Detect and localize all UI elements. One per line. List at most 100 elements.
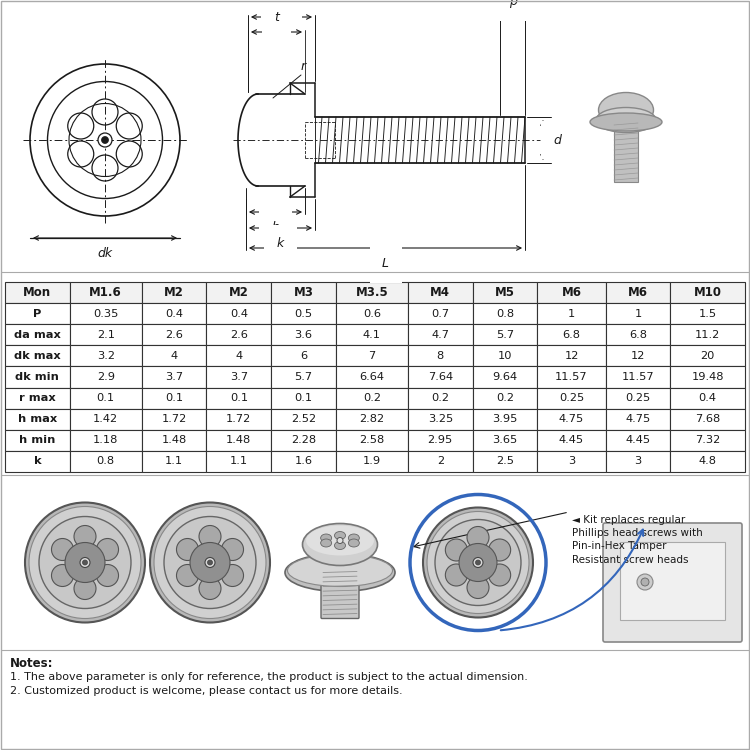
Text: 5.7: 5.7 <box>295 372 313 382</box>
Text: r: r <box>301 60 305 73</box>
Ellipse shape <box>596 107 656 133</box>
Circle shape <box>82 560 88 565</box>
Bar <box>5 345 70 367</box>
Ellipse shape <box>489 564 511 586</box>
FancyBboxPatch shape <box>321 566 359 619</box>
Bar <box>336 409 408 430</box>
Ellipse shape <box>467 526 489 548</box>
Bar <box>5 303 70 324</box>
Bar <box>142 345 206 367</box>
Bar <box>336 303 408 324</box>
Text: 4.7: 4.7 <box>431 330 449 340</box>
Bar <box>472 324 537 345</box>
Circle shape <box>427 512 529 614</box>
Text: da: da <box>274 0 290 8</box>
Bar <box>5 451 70 472</box>
Bar <box>537 303 606 324</box>
Text: r max: r max <box>19 393 55 403</box>
Text: 0.35: 0.35 <box>93 309 118 319</box>
Text: M6: M6 <box>628 286 648 299</box>
Text: 7.68: 7.68 <box>695 414 720 424</box>
Text: 0.2: 0.2 <box>496 393 514 403</box>
Bar <box>408 388 472 409</box>
Text: 1.1: 1.1 <box>165 457 183 466</box>
Text: Notes:: Notes: <box>10 657 53 670</box>
Bar <box>336 430 408 451</box>
Circle shape <box>150 503 270 622</box>
Text: 1.48: 1.48 <box>161 435 187 445</box>
Ellipse shape <box>348 539 359 547</box>
Bar <box>5 367 70 388</box>
Bar <box>5 324 70 345</box>
Bar <box>70 451 142 472</box>
Bar <box>606 451 670 472</box>
Text: 2.9: 2.9 <box>97 372 115 382</box>
Text: 4.75: 4.75 <box>626 414 651 424</box>
Bar <box>614 122 638 182</box>
Text: 10: 10 <box>498 351 512 361</box>
Ellipse shape <box>334 542 346 550</box>
Text: 19.48: 19.48 <box>692 372 724 382</box>
Bar <box>70 345 142 367</box>
Ellipse shape <box>74 578 96 599</box>
Bar <box>537 451 606 472</box>
Text: 7: 7 <box>368 351 376 361</box>
Bar <box>606 367 670 388</box>
Text: k: k <box>34 457 41 466</box>
Text: M10: M10 <box>694 286 722 299</box>
Bar <box>537 367 606 388</box>
Text: 3.7: 3.7 <box>165 372 183 382</box>
Bar <box>537 282 606 303</box>
Ellipse shape <box>52 565 74 586</box>
Text: 0.5: 0.5 <box>295 309 313 319</box>
Bar <box>70 430 142 451</box>
Ellipse shape <box>221 565 244 586</box>
Text: 7.64: 7.64 <box>427 372 453 382</box>
Bar <box>70 409 142 430</box>
Bar <box>336 388 408 409</box>
Text: 4.45: 4.45 <box>626 435 650 445</box>
Circle shape <box>101 136 109 143</box>
Text: 4: 4 <box>170 351 178 361</box>
Text: M2: M2 <box>229 286 249 299</box>
Text: 0.4: 0.4 <box>699 393 717 403</box>
Bar <box>670 345 745 367</box>
Bar <box>272 409 336 430</box>
Bar <box>670 451 745 472</box>
Text: 0.25: 0.25 <box>626 393 651 403</box>
Ellipse shape <box>590 113 662 131</box>
Text: 3.7: 3.7 <box>230 372 248 382</box>
Bar <box>5 409 70 430</box>
Circle shape <box>65 542 105 583</box>
Bar <box>0 475 750 650</box>
Bar <box>336 367 408 388</box>
Text: 4: 4 <box>236 351 242 361</box>
Text: M3.5: M3.5 <box>356 286 388 299</box>
Text: 0.8: 0.8 <box>97 457 115 466</box>
Text: h: h <box>272 221 280 234</box>
Text: h min: h min <box>20 435 56 445</box>
Circle shape <box>473 557 483 568</box>
Circle shape <box>476 560 481 565</box>
Ellipse shape <box>321 534 332 542</box>
Text: 2: 2 <box>436 457 444 466</box>
Text: d: d <box>553 134 561 146</box>
Text: M3: M3 <box>293 286 314 299</box>
Text: 1: 1 <box>634 309 642 319</box>
Bar <box>142 409 206 430</box>
Bar <box>670 367 745 388</box>
Text: 2.6: 2.6 <box>230 330 248 340</box>
Circle shape <box>459 544 497 581</box>
Text: 0.1: 0.1 <box>230 393 248 403</box>
Text: dk: dk <box>98 247 112 260</box>
Bar <box>537 388 606 409</box>
Circle shape <box>637 574 653 590</box>
Bar <box>537 409 606 430</box>
Text: Mon: Mon <box>23 286 52 299</box>
Ellipse shape <box>97 538 118 560</box>
Ellipse shape <box>302 524 377 566</box>
Bar <box>272 303 336 324</box>
Circle shape <box>154 506 266 619</box>
Bar <box>206 324 272 345</box>
Circle shape <box>29 506 141 619</box>
